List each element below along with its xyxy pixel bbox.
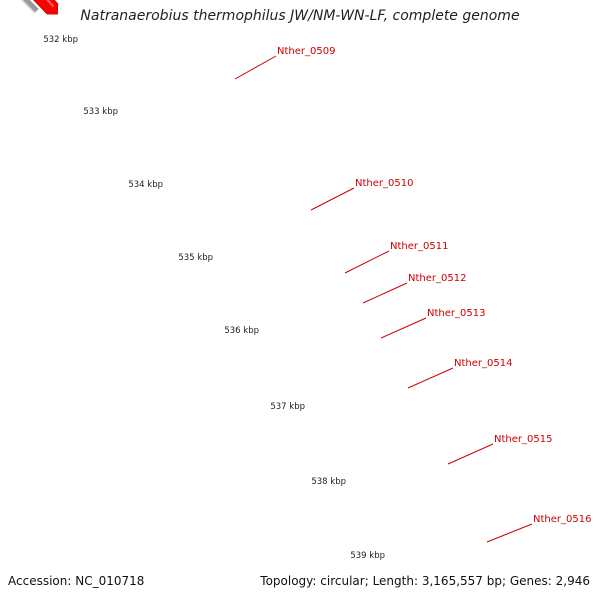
leader-line: [362, 282, 408, 304]
genome-title: Natranaerobius thermophilus JW/NM-WN-LF,…: [80, 8, 520, 24]
length-value: 3,165,557 bp: [421, 574, 502, 588]
leader-line: [407, 367, 454, 389]
feature-label: Nther_0512: [408, 273, 466, 284]
tick-label: 536 kbp: [224, 326, 259, 336]
tick-label: 532 kbp: [43, 35, 78, 45]
length-label: Length:: [372, 574, 419, 588]
genome-backbone: [21, 0, 39, 14]
leader-line: [380, 317, 427, 339]
feature-labels: Nther_0509 Nther_0510 Nther_0511 Nther_0512…: [234, 46, 591, 543]
tick-label: 537 kbp: [270, 402, 305, 412]
feature-label: Nther_0513: [427, 308, 485, 319]
tick-label: 538 kbp: [311, 477, 346, 487]
genome-stats: Topology: circular; Length: 3,165,557 bp…: [260, 574, 590, 588]
feature-label: Nther_0514: [454, 358, 512, 369]
topology-label: Topology:: [260, 574, 317, 588]
feature-label: Nther_0509: [277, 46, 335, 57]
tick-label: 539 kbp: [350, 551, 385, 561]
tick-label: 533 kbp: [83, 107, 118, 117]
cds-track: [32, 0, 59, 15]
accession-label: Accession:: [8, 574, 72, 588]
accession-info: Accession: NC_010718: [8, 574, 144, 588]
feature-label: Nther_0510: [355, 178, 413, 189]
leader-line: [486, 523, 533, 543]
leader-line: [447, 443, 494, 465]
genes-label: Genes:: [509, 574, 552, 588]
feature-label: Nther_0516: [533, 514, 591, 525]
feature-label: Nther_0515: [494, 434, 552, 445]
feature-label: Nther_0511: [390, 241, 448, 252]
accession-value: NC_010718: [75, 574, 145, 588]
tick-label: 535 kbp: [178, 253, 213, 263]
leader-line: [344, 250, 390, 274]
leader-line: [234, 55, 277, 80]
tick-label: 534 kbp: [128, 180, 163, 190]
position-ticks: 532 kbp 533 kbp 534 kbp 535 kbp 536 kbp 537 k…: [43, 35, 385, 561]
leader-line: [310, 187, 355, 211]
genes-value: 2,946: [555, 574, 590, 588]
topology-value: circular: [320, 574, 365, 588]
